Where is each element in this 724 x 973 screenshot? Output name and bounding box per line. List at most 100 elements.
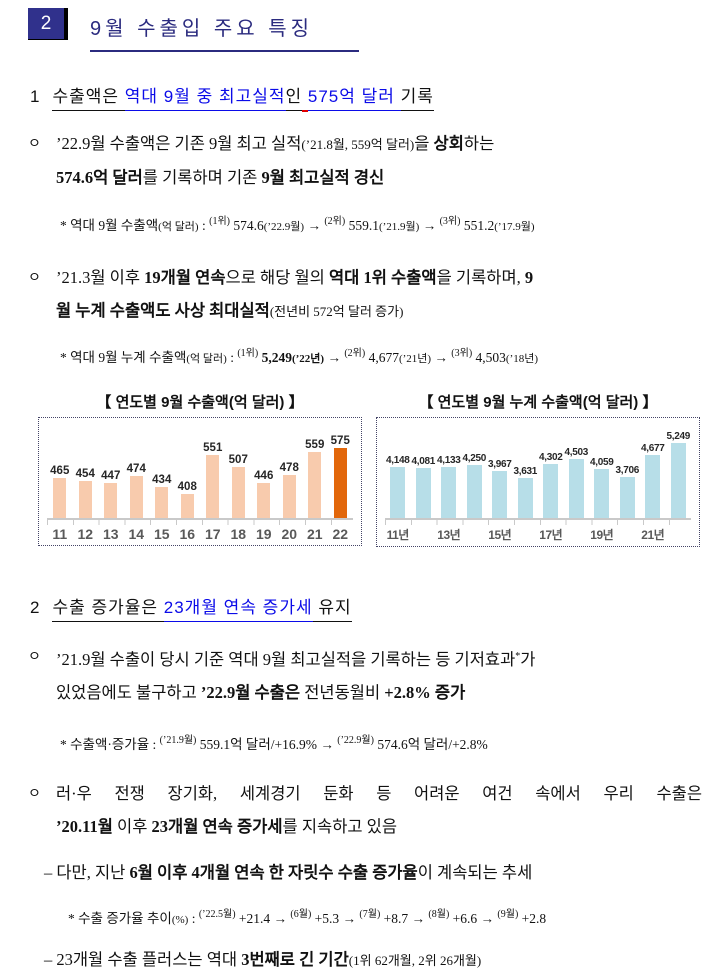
text-segment: 가 xyxy=(520,650,536,669)
text-segment: 3번째로 긴 기간 xyxy=(241,950,349,969)
text-segment: * xyxy=(515,651,521,662)
x-tick-label xyxy=(462,526,488,543)
text-segment: (%) xyxy=(171,914,189,926)
text-segment: 574.6 xyxy=(229,218,264,233)
bar-column: 4,503 xyxy=(564,447,590,518)
chart-title: 【 연도별 9월 누계 수출액(억 달러) 】 xyxy=(418,394,658,411)
bar-column: 408 xyxy=(175,481,201,518)
bar xyxy=(308,452,322,518)
bar xyxy=(517,478,533,518)
bar-value-label: 446 xyxy=(254,470,274,482)
text-segment: (’22.9월) xyxy=(263,221,305,233)
bullet-circle-icon: ㅇ xyxy=(28,137,41,152)
text-segment: 수출액은 xyxy=(52,87,125,111)
text-segment: 575억 달러 xyxy=(307,87,401,111)
x-axis-labels: 11년 13년 15년 17년 19년 21년 xyxy=(381,526,695,543)
bar-value-label: 434 xyxy=(152,474,172,486)
bar xyxy=(492,471,508,518)
text-segment: 551.2 xyxy=(460,218,495,233)
x-tick-label: 18 xyxy=(230,526,247,542)
text-segment: (’22년) xyxy=(291,353,325,365)
footnote-cumulative-export-ranking: * 역대 9월 누계 수출액(억 달러) : (1위) 5,249(’22년) … xyxy=(60,344,702,369)
bar-value-label: 5,249 xyxy=(666,431,691,442)
bar-column: 4,302 xyxy=(538,452,564,518)
text-segment: 을 기록하며, xyxy=(436,268,525,287)
chart-monthly-september-exports: 【 연도별 9월 수출액(억 달러) 】 465 454 447 474 434 408 5… xyxy=(38,391,362,547)
bar-column: 4,250 xyxy=(462,453,488,518)
footnote-growth-rate-trend: * 수출 증가율 추이(%) : (’22.5월) +21.4 → (6월) +… xyxy=(68,905,702,930)
bar-value-label: 507 xyxy=(228,454,248,466)
text-segment: 상회 xyxy=(433,134,464,153)
x-axis xyxy=(47,518,353,525)
paragraph-consecutive-records: ㅇ ’21.3월 이후 19개월 연속으로 해당 월의 역대 1위 수출액을 기… xyxy=(28,261,702,328)
charts-row: 【 연도별 9월 수출액(억 달러) 】 465 454 447 474 434 408 5… xyxy=(38,391,702,547)
heading-2-title: 수출 증가율은 23개월 연속 증가세 유지 xyxy=(52,598,352,622)
text-segment: (6월) xyxy=(290,909,312,920)
text-segment: 4,677 xyxy=(365,350,399,365)
bar xyxy=(619,477,635,518)
heading-1-number: 1 xyxy=(30,87,41,106)
text-segment: * 역대 9월 수출액 xyxy=(60,218,159,233)
bar xyxy=(282,475,296,518)
x-tick-label xyxy=(513,526,539,543)
text-segment: 559.1 xyxy=(345,218,379,233)
bar-value-label: 4,148 xyxy=(385,455,410,466)
x-tick-label xyxy=(411,526,437,543)
text-segment: : xyxy=(198,218,210,233)
paragraph-line: ’21.9월 수출이 당시 기준 역대 9월 최고실적을 기록하는 등 기저효과… xyxy=(56,640,702,676)
chart-title: 【 연도별 9월 수출액(억 달러) 】 xyxy=(96,394,304,411)
text-segment: 559.1억 달러/+16.9% → xyxy=(196,737,338,752)
footnote-september-export-ranking: * 역대 9월 수출액(억 달러) : (1위) 574.6(’22.9월) →… xyxy=(60,212,702,237)
text-segment: 인 xyxy=(285,87,303,111)
text-segment: +21.4 → xyxy=(235,911,291,926)
bar xyxy=(594,469,610,518)
paragraph-export-record: ㅇ ’22.9월 수출액은 기존 9월 최고 실적(’21.8월, 559억 달… xyxy=(28,127,702,194)
bar-value-label: 3,706 xyxy=(615,465,640,476)
bar-value-label: 4,250 xyxy=(462,453,487,464)
text-segment: ’20.11월 xyxy=(56,817,113,836)
text-segment: (1위) xyxy=(237,348,259,359)
x-tick-label: 22 xyxy=(332,526,349,542)
x-tick-label xyxy=(615,526,641,543)
text-segment: ’22.9월 수출액은 기존 9월 최고 실적 xyxy=(56,134,302,153)
bar xyxy=(568,459,584,518)
bar xyxy=(441,467,457,518)
x-tick-label: 15년 xyxy=(488,528,512,542)
bar xyxy=(670,443,686,518)
text-segment: (’18년) xyxy=(505,353,539,365)
text-segment: 을 xyxy=(414,134,434,153)
paragraph-line: 574.6억 달러를 기록하며 기존 9월 최고실적 경신 xyxy=(56,161,702,194)
text-segment: (’22.9월) xyxy=(337,735,374,746)
x-tick-label: 13 xyxy=(102,526,119,542)
bar xyxy=(466,465,482,518)
text-segment: → xyxy=(324,350,345,365)
x-axis xyxy=(385,518,691,525)
text-segment: 러·우 전쟁 장기화, 세계경기 둔화 등 어려운 여건 속에서 우리 수출은 xyxy=(56,784,702,803)
text-segment: : xyxy=(188,911,199,926)
text-segment: +5.3 → xyxy=(311,911,360,926)
bar-column: 434 xyxy=(149,474,175,518)
bar xyxy=(78,481,92,518)
text-segment: (’21.8월, 559억 달러) xyxy=(301,137,415,152)
bullet-circle-icon: ㅇ xyxy=(28,787,41,802)
subparagraph-third-longest-streak: – 23개월 수출 플러스는 역대 3번째로 긴 기간(1위 62개월, 2위 … xyxy=(44,948,702,973)
x-axis-labels: 11 12 13 14 15 16 17 18 19 20 21 22 xyxy=(43,526,357,542)
text-segment: 있었음에도 불구하고 xyxy=(56,683,201,702)
bar-value-label: 3,967 xyxy=(487,459,512,470)
chart-cumulative-september-exports: 【 연도별 9월 누계 수출액(억 달러) 】 4,148 4,081 4,133 4… xyxy=(376,391,700,547)
bar xyxy=(104,483,118,518)
text-segment: (’21.9월) xyxy=(159,735,197,746)
text-segment: (2위) xyxy=(344,348,366,359)
bar-column: 447 xyxy=(98,470,124,518)
bars-container: 465 454 447 474 434 408 551 507 446 478 559 575 xyxy=(43,428,357,518)
bar-column: 454 xyxy=(73,468,99,518)
bar-value-label: 4,503 xyxy=(564,447,589,458)
text-segment: 으로 해당 월의 xyxy=(225,268,329,287)
text-segment: 역대 9월 중 최고실적 xyxy=(124,87,286,111)
text-segment: 23개월 연속 증가세 xyxy=(151,817,283,836)
bar-column: 446 xyxy=(251,470,277,518)
text-segment: (’17.9월) xyxy=(494,221,535,233)
bar-value-label: 408 xyxy=(177,481,197,493)
paragraph-line: ’22.9월 수출액은 기존 9월 최고 실적(’21.8월, 559억 달러)… xyxy=(56,127,702,161)
bar-column: 3,706 xyxy=(615,465,641,518)
